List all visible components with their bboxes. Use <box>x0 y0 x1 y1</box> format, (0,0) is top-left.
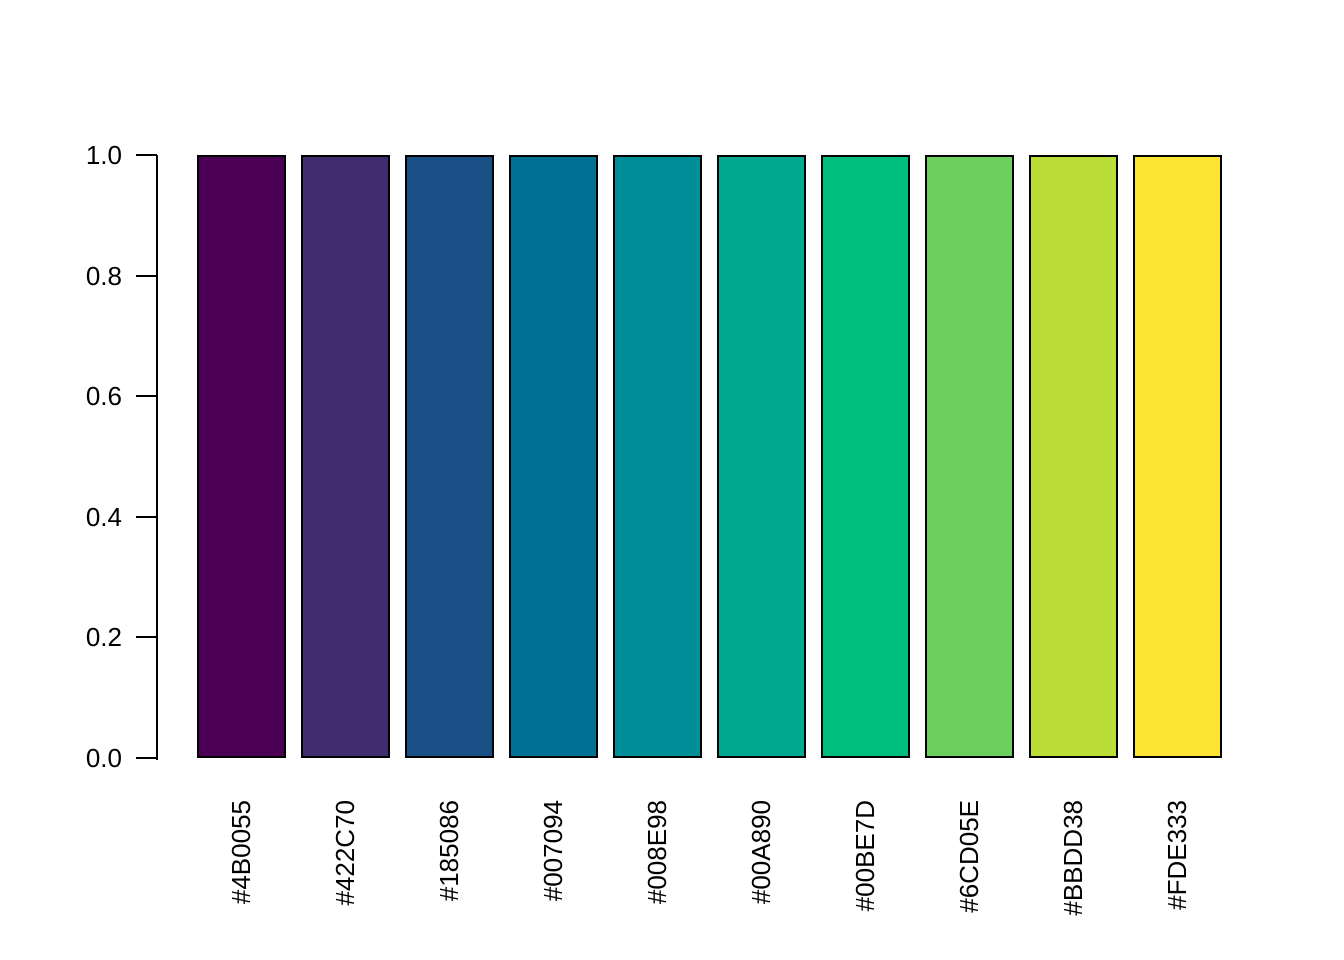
x-axis-label: #00BE7D <box>850 800 880 912</box>
y-axis-tick-label: 0.4 <box>85 501 122 532</box>
y-axis-tick <box>136 757 157 759</box>
bar <box>197 155 286 758</box>
bar <box>613 155 702 758</box>
bar <box>301 155 390 758</box>
bar <box>1133 155 1222 758</box>
y-axis-tick-label: 0.0 <box>85 743 122 773</box>
bar <box>509 155 598 758</box>
y-axis-tick <box>136 515 157 518</box>
y-axis-tick-label: 1.0 <box>85 140 122 170</box>
x-axis-label: #00A890 <box>746 800 776 905</box>
y-axis-line <box>156 155 158 760</box>
y-axis-tick <box>136 154 157 156</box>
bar <box>925 155 1014 758</box>
x-axis-label: #FDE333 <box>1162 800 1192 910</box>
bar <box>405 155 494 758</box>
x-axis-label: #4B0055 <box>226 800 256 905</box>
y-axis-tick <box>136 395 157 398</box>
y-axis-tick-label: 0.8 <box>85 260 122 291</box>
bar <box>821 155 910 758</box>
bar <box>1029 155 1118 758</box>
x-axis-label: #007094 <box>538 800 568 902</box>
x-axis-label: #008E98 <box>642 800 672 905</box>
x-axis-label: #BBDD38 <box>1058 800 1088 916</box>
bar <box>717 155 806 758</box>
y-axis-tick-label: 0.6 <box>85 381 122 412</box>
x-axis-label: #6CD05E <box>954 800 984 913</box>
y-axis-tick <box>136 274 157 277</box>
x-axis-label: #422C70 <box>330 800 360 906</box>
x-axis-label: #185086 <box>434 800 464 902</box>
y-axis-tick <box>136 636 157 639</box>
y-axis-tick-label: 0.2 <box>85 622 122 653</box>
